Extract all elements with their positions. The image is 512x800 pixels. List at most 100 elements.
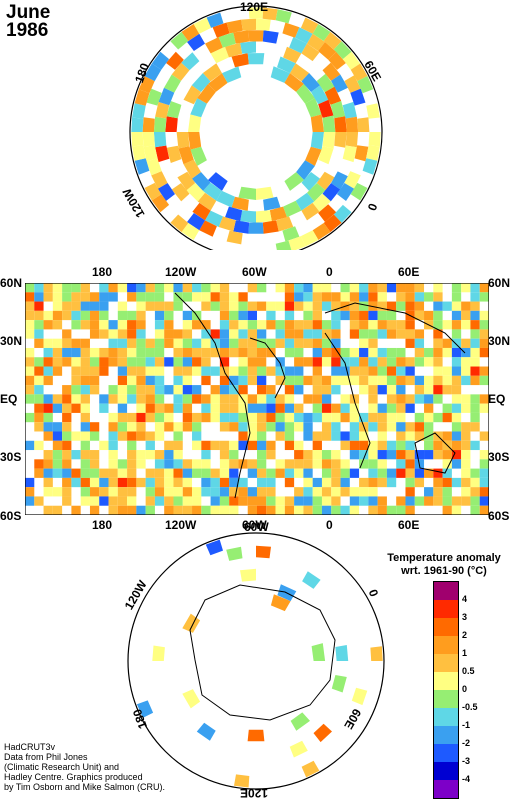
grid-cell bbox=[349, 347, 360, 358]
grid-cell bbox=[154, 412, 165, 423]
grid-cell bbox=[117, 487, 128, 497]
grid-cell bbox=[80, 347, 90, 358]
credit-line-1: HadCRUT3v bbox=[4, 742, 56, 752]
polar-cell bbox=[282, 226, 300, 242]
grid-cell bbox=[377, 440, 387, 451]
polar-cell bbox=[316, 73, 335, 93]
grid-cell bbox=[470, 468, 480, 478]
grid-cell bbox=[238, 440, 248, 451]
grid-cell bbox=[461, 487, 471, 497]
grid-cell bbox=[229, 450, 239, 460]
grid-cell bbox=[442, 347, 452, 358]
grid-cell bbox=[71, 375, 81, 386]
grid-cell bbox=[377, 505, 387, 515]
grid-cell bbox=[89, 459, 100, 469]
grid-cell bbox=[386, 468, 397, 478]
lat-label-30s: 30S bbox=[0, 450, 22, 464]
grid-cell bbox=[396, 357, 406, 367]
grid-cell bbox=[80, 477, 90, 488]
grid-cell bbox=[359, 450, 369, 460]
grid-cell bbox=[62, 496, 72, 506]
grid-cell bbox=[461, 450, 471, 460]
grid-cell bbox=[461, 422, 471, 432]
grid-cell bbox=[340, 292, 350, 302]
polar-cell bbox=[282, 22, 300, 38]
grid-cell bbox=[62, 301, 72, 311]
grid-cell bbox=[117, 468, 128, 478]
polar-cell bbox=[305, 98, 322, 118]
grid-cell bbox=[331, 487, 341, 497]
polar-cell bbox=[165, 116, 178, 132]
grid-cell bbox=[479, 505, 489, 515]
grid-cell bbox=[257, 422, 267, 432]
grid-cell bbox=[229, 329, 239, 339]
grid-cell bbox=[127, 440, 137, 451]
grid-cell bbox=[377, 329, 387, 339]
polar-cell bbox=[342, 51, 361, 70]
grid-cell bbox=[386, 505, 397, 515]
grid-cell bbox=[154, 459, 165, 469]
grid-cell bbox=[164, 505, 174, 515]
grid-cell bbox=[173, 347, 183, 358]
polar-cell bbox=[177, 171, 196, 191]
grid-cell bbox=[117, 357, 128, 367]
grid-cell bbox=[182, 459, 193, 469]
grid-cell bbox=[80, 338, 90, 348]
grid-cell bbox=[182, 496, 193, 506]
grid-cell bbox=[257, 487, 267, 497]
grid-cell bbox=[470, 440, 480, 451]
grid-cell bbox=[192, 338, 202, 348]
grid-cell bbox=[479, 375, 489, 386]
grid-cell bbox=[117, 496, 128, 506]
grid-cell bbox=[377, 292, 387, 302]
grid-cell bbox=[340, 440, 350, 451]
polar-cell bbox=[307, 33, 325, 51]
grid-cell bbox=[80, 394, 90, 404]
polar-cell bbox=[368, 132, 381, 147]
grid-cell bbox=[442, 366, 452, 376]
grid-cell bbox=[405, 496, 415, 506]
grid-cell bbox=[321, 301, 332, 311]
grid-cell bbox=[201, 505, 211, 515]
grid-cell bbox=[386, 385, 397, 395]
grid-cell bbox=[80, 422, 90, 432]
grid-cell bbox=[303, 412, 313, 423]
grid-cell bbox=[80, 366, 90, 376]
polar-cell bbox=[152, 645, 165, 661]
grid-cell bbox=[284, 459, 295, 469]
grid-cell bbox=[89, 357, 100, 367]
grid-cell bbox=[340, 403, 350, 413]
grid-cell bbox=[192, 366, 202, 376]
grid-cell bbox=[117, 375, 128, 386]
grid-cell bbox=[238, 394, 248, 404]
grid-cell bbox=[331, 320, 341, 330]
grid-cell bbox=[192, 459, 202, 469]
grid-cell bbox=[201, 394, 211, 404]
grid-cell bbox=[424, 385, 434, 395]
grid-cell bbox=[238, 487, 248, 497]
legend-tick-label: 0.5 bbox=[462, 666, 475, 676]
polar-cell bbox=[312, 223, 331, 240]
grid-cell bbox=[164, 477, 174, 488]
polar-cell bbox=[366, 103, 380, 119]
polar-cell bbox=[191, 73, 211, 92]
grid-cell bbox=[275, 459, 285, 469]
grid-cell bbox=[182, 283, 193, 293]
grid-cell bbox=[303, 338, 313, 348]
grid-cell bbox=[470, 375, 480, 386]
grid-cell bbox=[312, 496, 322, 506]
polar-cell bbox=[301, 43, 320, 62]
grid-cell bbox=[71, 320, 81, 330]
polar-cell bbox=[342, 101, 357, 119]
grid-cell bbox=[368, 450, 378, 460]
grid-cell bbox=[43, 283, 53, 293]
grid-cell bbox=[470, 496, 480, 506]
grid-cell bbox=[247, 459, 257, 469]
grid-cell bbox=[321, 505, 332, 515]
grid-cell bbox=[275, 403, 285, 413]
lon-label-180-bottom: 180 bbox=[92, 518, 113, 532]
grid-cell bbox=[43, 412, 53, 423]
grid-cell bbox=[284, 403, 295, 413]
polar-cell bbox=[310, 114, 324, 132]
grid-cell bbox=[386, 283, 397, 293]
